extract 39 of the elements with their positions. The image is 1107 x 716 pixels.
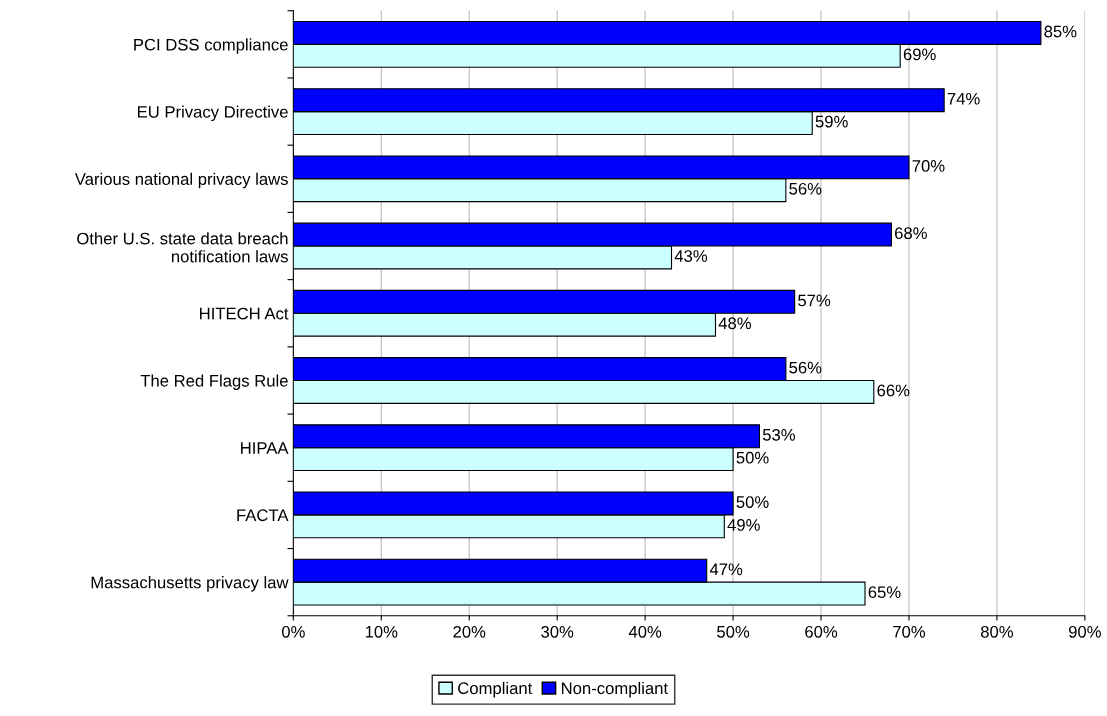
x-tick-label: 70% bbox=[893, 625, 926, 638]
x-tick-label: 80% bbox=[980, 625, 1013, 638]
legend-label: Non-compliant bbox=[561, 681, 668, 698]
data-label: 66% bbox=[877, 384, 910, 397]
y-tick-label: HIPAA bbox=[241, 442, 289, 454]
data-label: 68% bbox=[895, 227, 927, 240]
y-tick-label: Various national privacy laws bbox=[74, 172, 288, 189]
data-label: 49% bbox=[727, 519, 760, 531]
y-tick-label: Massachusetts privacy law bbox=[91, 576, 289, 592]
data-label: 48% bbox=[718, 317, 752, 330]
x-tick-label: 10% bbox=[365, 625, 398, 638]
x-tick-label: 90% bbox=[1068, 625, 1101, 638]
x-tick-label: 50% bbox=[717, 625, 750, 638]
x-tick-label: 0% bbox=[281, 625, 305, 638]
data-label: 59% bbox=[815, 115, 848, 128]
data-label: 70% bbox=[912, 160, 945, 172]
data-label: 69% bbox=[903, 48, 936, 61]
data-label: 47% bbox=[709, 563, 743, 576]
data-label: 85% bbox=[1044, 25, 1077, 38]
data-label: 50% bbox=[736, 496, 769, 508]
x-tick-label: 60% bbox=[805, 625, 838, 638]
data-label: 50% bbox=[736, 451, 769, 464]
data-label: 65% bbox=[868, 586, 901, 599]
x-tick-label: 40% bbox=[628, 625, 662, 638]
y-tick-label: FACTA bbox=[237, 509, 289, 522]
data-label: 53% bbox=[762, 428, 796, 441]
y-tick-label: PCI DSS compliance bbox=[134, 38, 288, 54]
y-tick-label: EU Privacy Directive bbox=[137, 105, 288, 122]
data-label: 56% bbox=[789, 182, 822, 195]
data-label: 57% bbox=[798, 294, 831, 307]
data-label: 43% bbox=[674, 250, 708, 262]
data-label: 74% bbox=[947, 92, 980, 105]
x-tick-label: 30% bbox=[541, 625, 574, 638]
data-label: 56% bbox=[789, 361, 822, 374]
legend-label: Compliant bbox=[458, 681, 533, 698]
x-tick-label: 20% bbox=[453, 625, 486, 638]
y-tick-label: Other U.S. state data breach notification laws bbox=[77, 232, 288, 263]
y-tick-label: The Red Flags Rule bbox=[140, 374, 288, 390]
y-tick-label: HITECH Act bbox=[200, 307, 289, 320]
